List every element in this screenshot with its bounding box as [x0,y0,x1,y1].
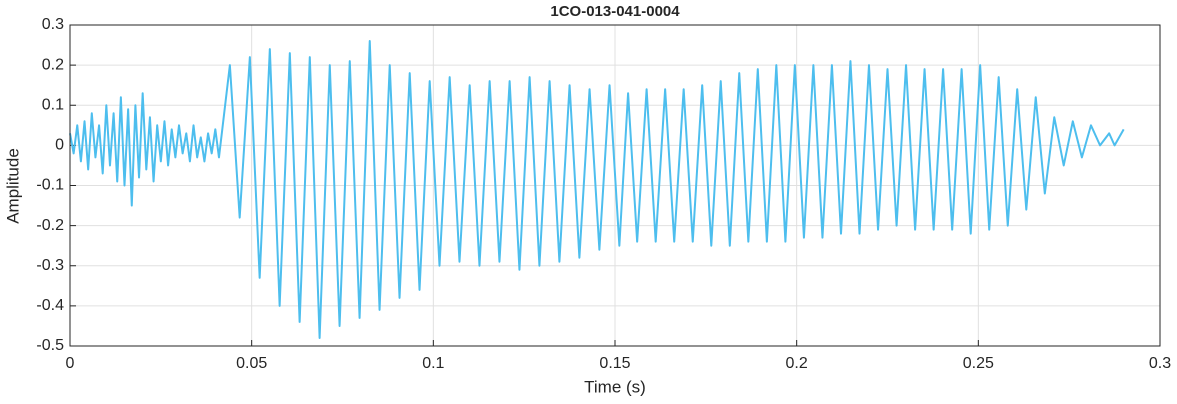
x-tick-label: 0.25 [963,355,994,372]
x-tick-label: 0.3 [1149,355,1171,372]
x-tick-label: 0.2 [786,355,808,372]
y-tick-label: 0.1 [42,96,64,113]
waveform [69,40,1125,339]
x-tick-label: 0 [66,355,75,372]
y-tick-label: -0.2 [36,217,64,234]
chart-title: 1CO-013-041-0004 [550,3,680,20]
y-tick-label: -0.3 [36,257,64,274]
y-tick-label: -0.5 [36,337,64,354]
x-tick-label: 0.15 [599,355,630,372]
y-tick-label: -0.4 [36,297,64,314]
axes-box [69,24,1161,347]
y-axis-label: Amplitude [3,148,22,224]
y-tick-label: -0.1 [36,177,64,194]
x-tick-label: 0.1 [422,355,444,372]
y-tick-label: 0 [55,137,64,154]
x-tick-label: 0.05 [236,355,267,372]
y-tick-label: 0.2 [42,56,64,73]
y-tick-label: 0.3 [42,16,64,33]
x-axis-label: Time (s) [584,377,646,396]
